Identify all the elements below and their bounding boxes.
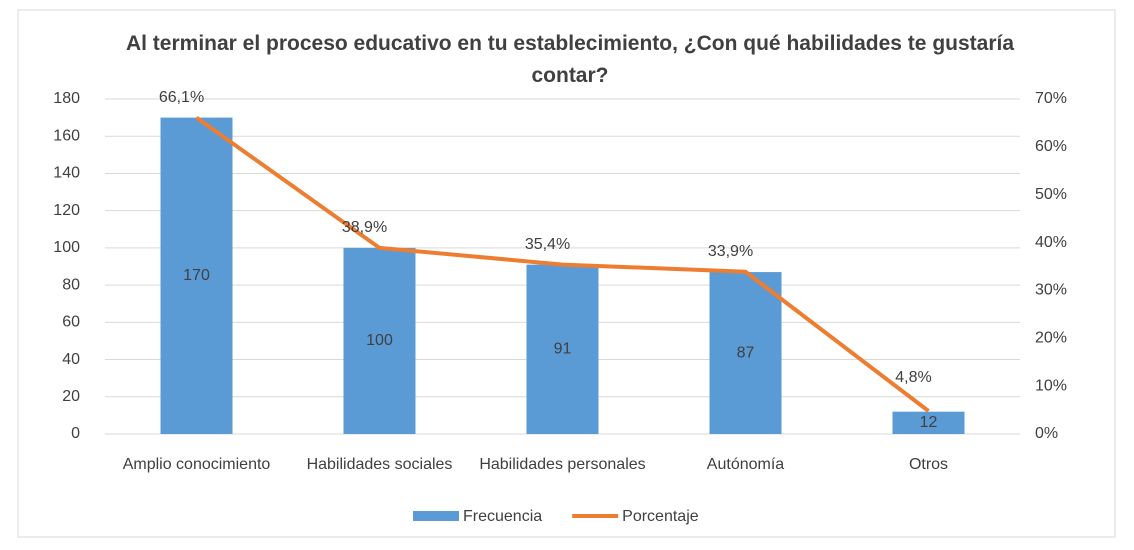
y2-tick-label: 30% [1035, 282, 1067, 299]
bar-value-label: 170 [183, 267, 210, 284]
legend-swatch [413, 511, 459, 521]
y-tick-label: 140 [53, 165, 80, 182]
chart-title: Al terminar el proceso educativo en tu e… [125, 32, 1015, 87]
bar [526, 264, 599, 434]
y-tick-label: 100 [53, 239, 80, 256]
bar-value-label: 87 [737, 344, 755, 361]
bar [160, 117, 233, 434]
bar [892, 411, 965, 434]
y-tick-label: 180 [53, 90, 80, 107]
y2-tick-label: 10% [1035, 377, 1067, 394]
x-tick-label: Habilidades sociales [306, 456, 453, 473]
y2-tick-label: 70% [1035, 90, 1067, 107]
y-tick-label: 60 [62, 314, 80, 331]
y2-tick-label: 40% [1035, 234, 1067, 251]
line-value-label: 38,9% [342, 219, 387, 236]
x-tick-label: Otros [908, 456, 949, 473]
y-tick-label: 160 [53, 127, 80, 144]
y-tick-label: 120 [53, 202, 80, 219]
y2-tick-label: 20% [1035, 330, 1067, 347]
bar-value-label: 91 [554, 341, 572, 358]
line [195, 116, 930, 413]
legend-label: Frecuencia [463, 508, 542, 525]
legend-label: Porcentaje [622, 508, 699, 525]
y-tick-label: 20 [62, 388, 80, 405]
y-tick-label: 80 [62, 276, 80, 293]
bar-value-label: 12 [920, 414, 938, 431]
line-value-label: 66,1% [159, 89, 204, 106]
line-value-label: 4,8% [895, 369, 931, 386]
bar [709, 272, 782, 434]
bar-value-label: 100 [366, 332, 393, 349]
y2-tick-label: 60% [1035, 138, 1067, 155]
y-tick-label: 40 [62, 351, 80, 368]
x-tick-label: Habilidades personales [479, 456, 646, 473]
x-tick-label: Autónomía [706, 456, 785, 473]
x-tick-label: Amplio conocimiento [122, 456, 271, 473]
line-value-label: 35,4% [525, 236, 570, 253]
bar [343, 247, 416, 434]
line-value-label: 33,9% [708, 243, 753, 260]
y2-tick-label: 0% [1035, 425, 1058, 442]
y-tick-label: 0 [71, 425, 80, 442]
y2-tick-label: 50% [1035, 186, 1067, 203]
